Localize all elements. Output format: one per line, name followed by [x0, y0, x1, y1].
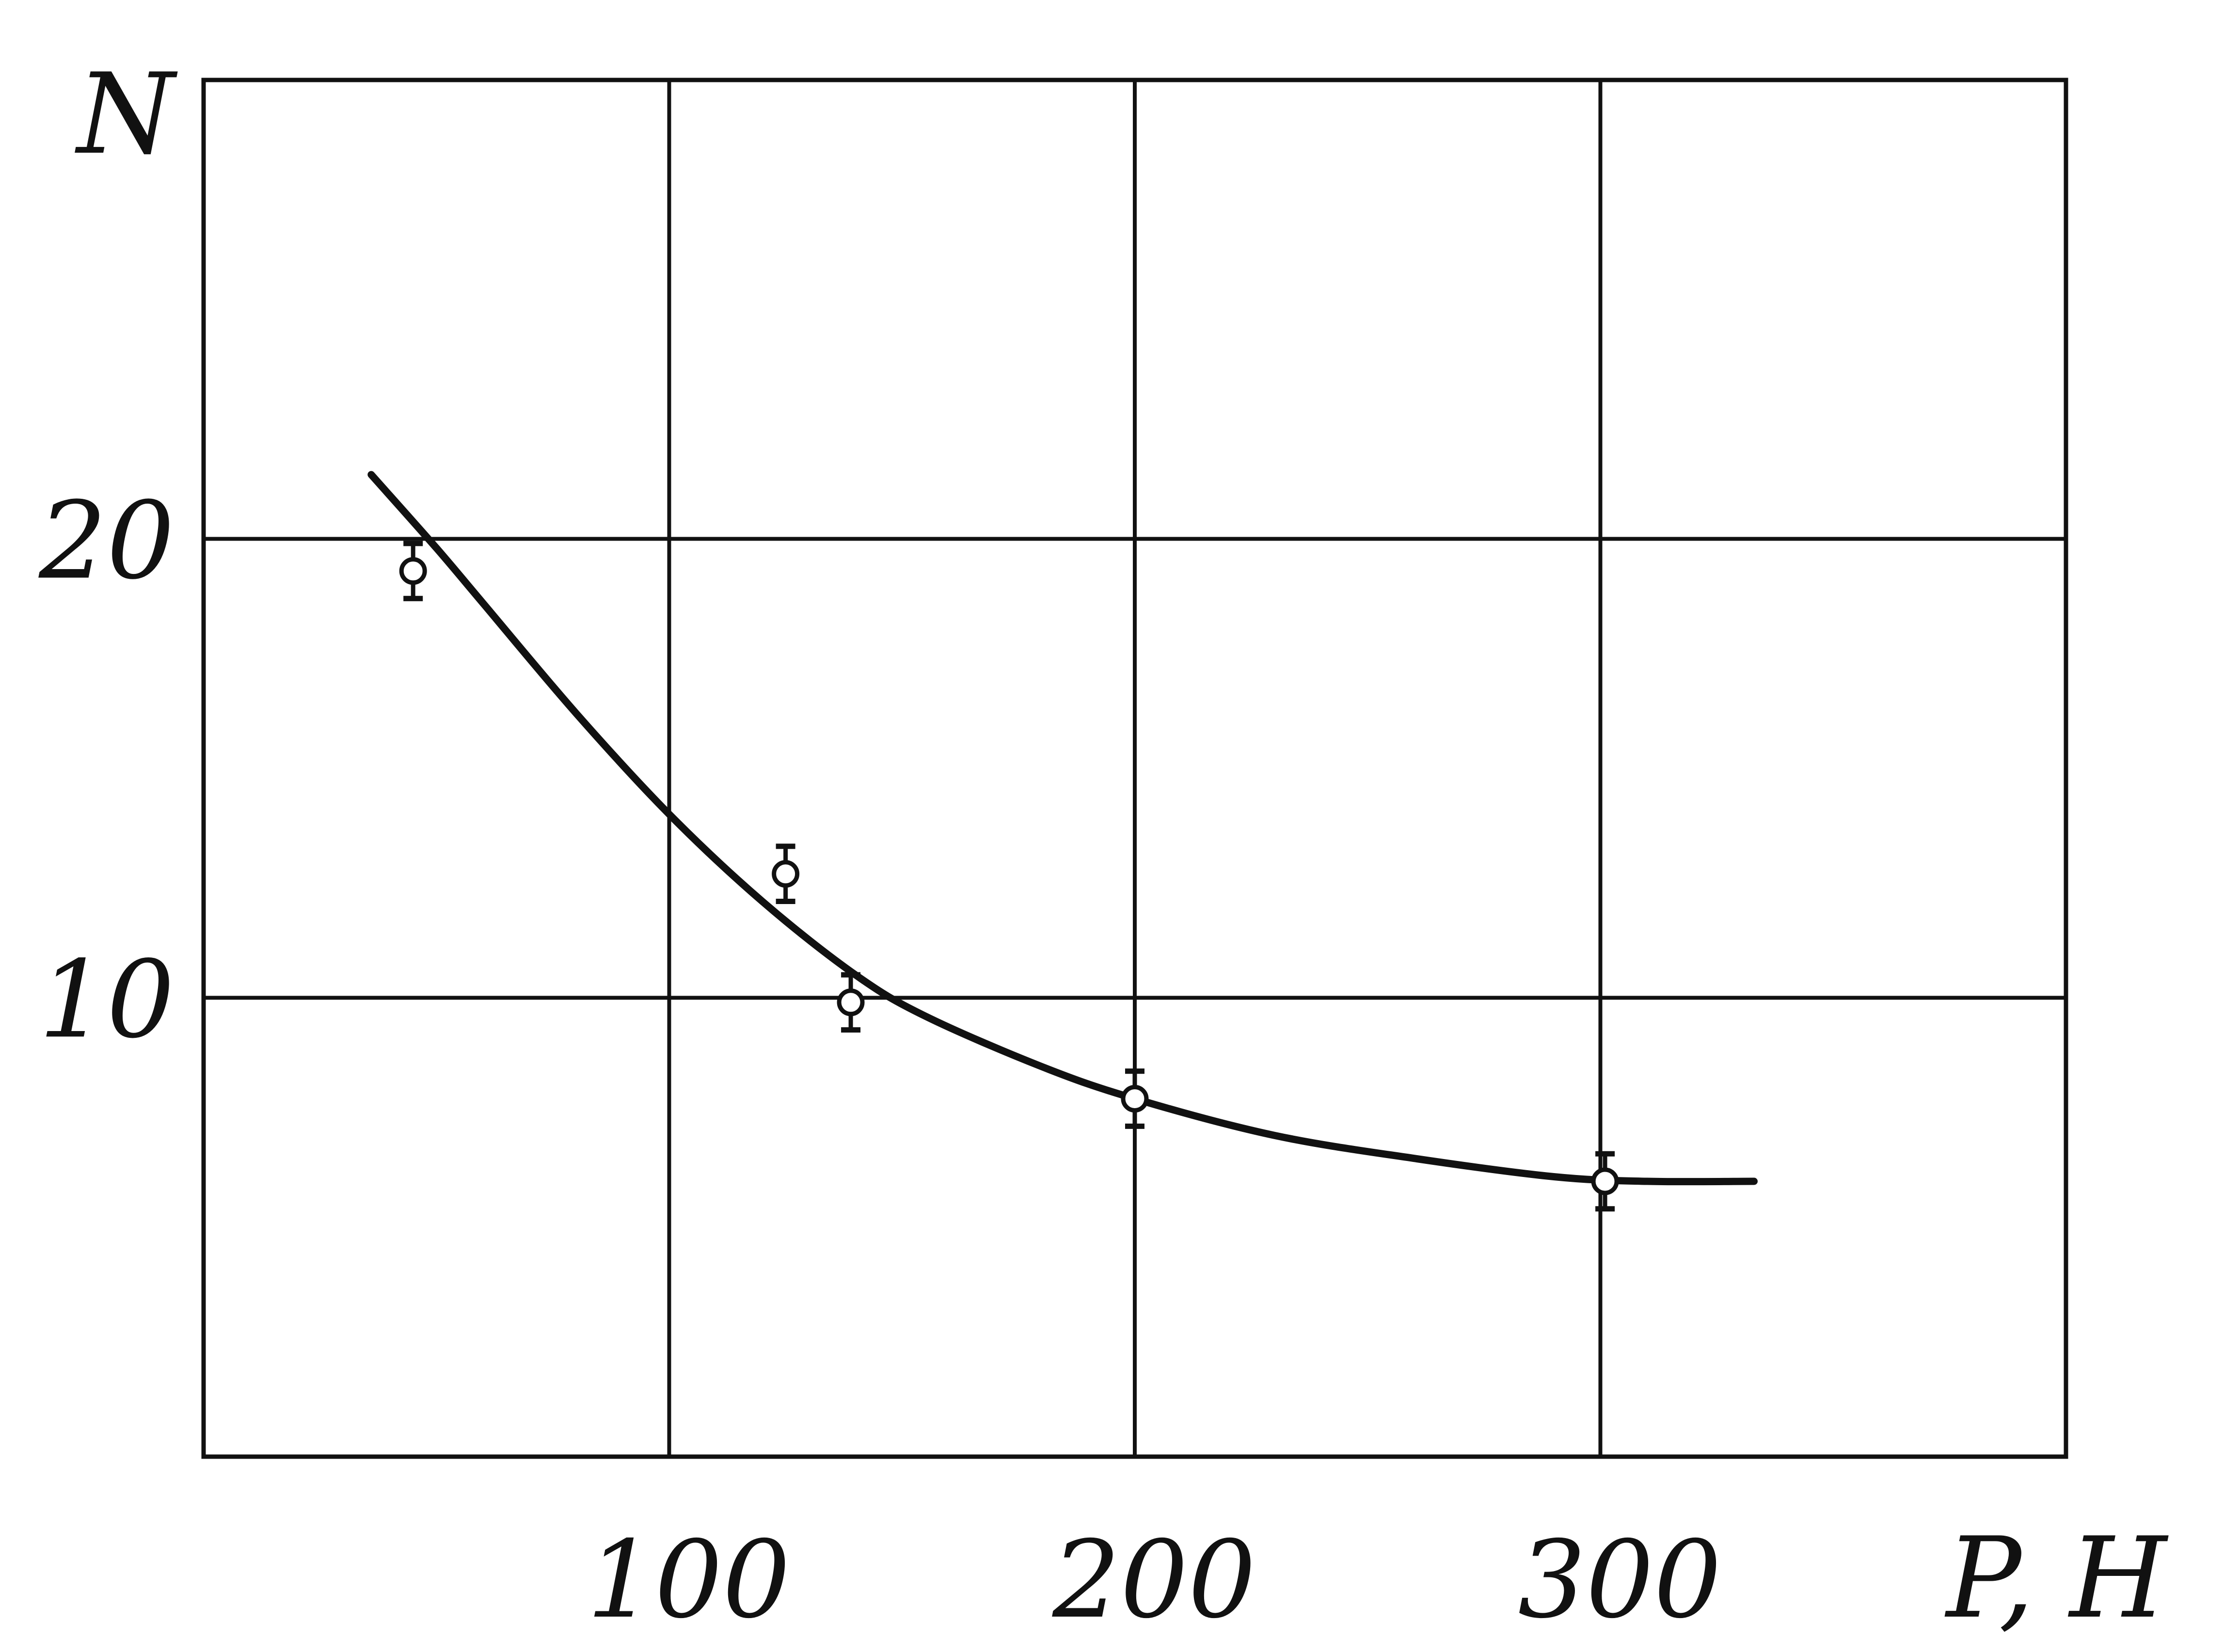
- y-tick-label: 10: [39, 937, 175, 1062]
- plot-frame: [201, 78, 2068, 1459]
- x-axis-label: P, H: [1944, 1514, 2169, 1643]
- data-point-marker: [837, 988, 865, 1017]
- y-axis-label: N: [75, 50, 178, 179]
- x-tick-label: 100: [587, 1518, 791, 1642]
- x-tick-label: 300: [1518, 1518, 1722, 1642]
- x-tick-labels: 100 200 300: [587, 1518, 1722, 1642]
- x-tick-label: 200: [1052, 1518, 1256, 1642]
- grid: [204, 80, 2066, 1457]
- fit-curve-layer: [367, 471, 1758, 1186]
- data-point: [399, 540, 427, 602]
- data-points: [399, 540, 1619, 1212]
- data-point-marker: [399, 557, 427, 585]
- data-point: [1591, 1151, 1619, 1212]
- data-point: [837, 972, 865, 1033]
- data-point-marker: [1591, 1167, 1619, 1195]
- y-tick-labels: 10 20: [38, 479, 175, 1062]
- y-tick-label: 20: [38, 479, 175, 603]
- data-point-marker: [772, 860, 800, 888]
- data-point: [772, 843, 800, 905]
- data-point-marker: [1121, 1085, 1149, 1113]
- data-point: [1121, 1068, 1149, 1129]
- fit-curve: [367, 471, 1758, 1186]
